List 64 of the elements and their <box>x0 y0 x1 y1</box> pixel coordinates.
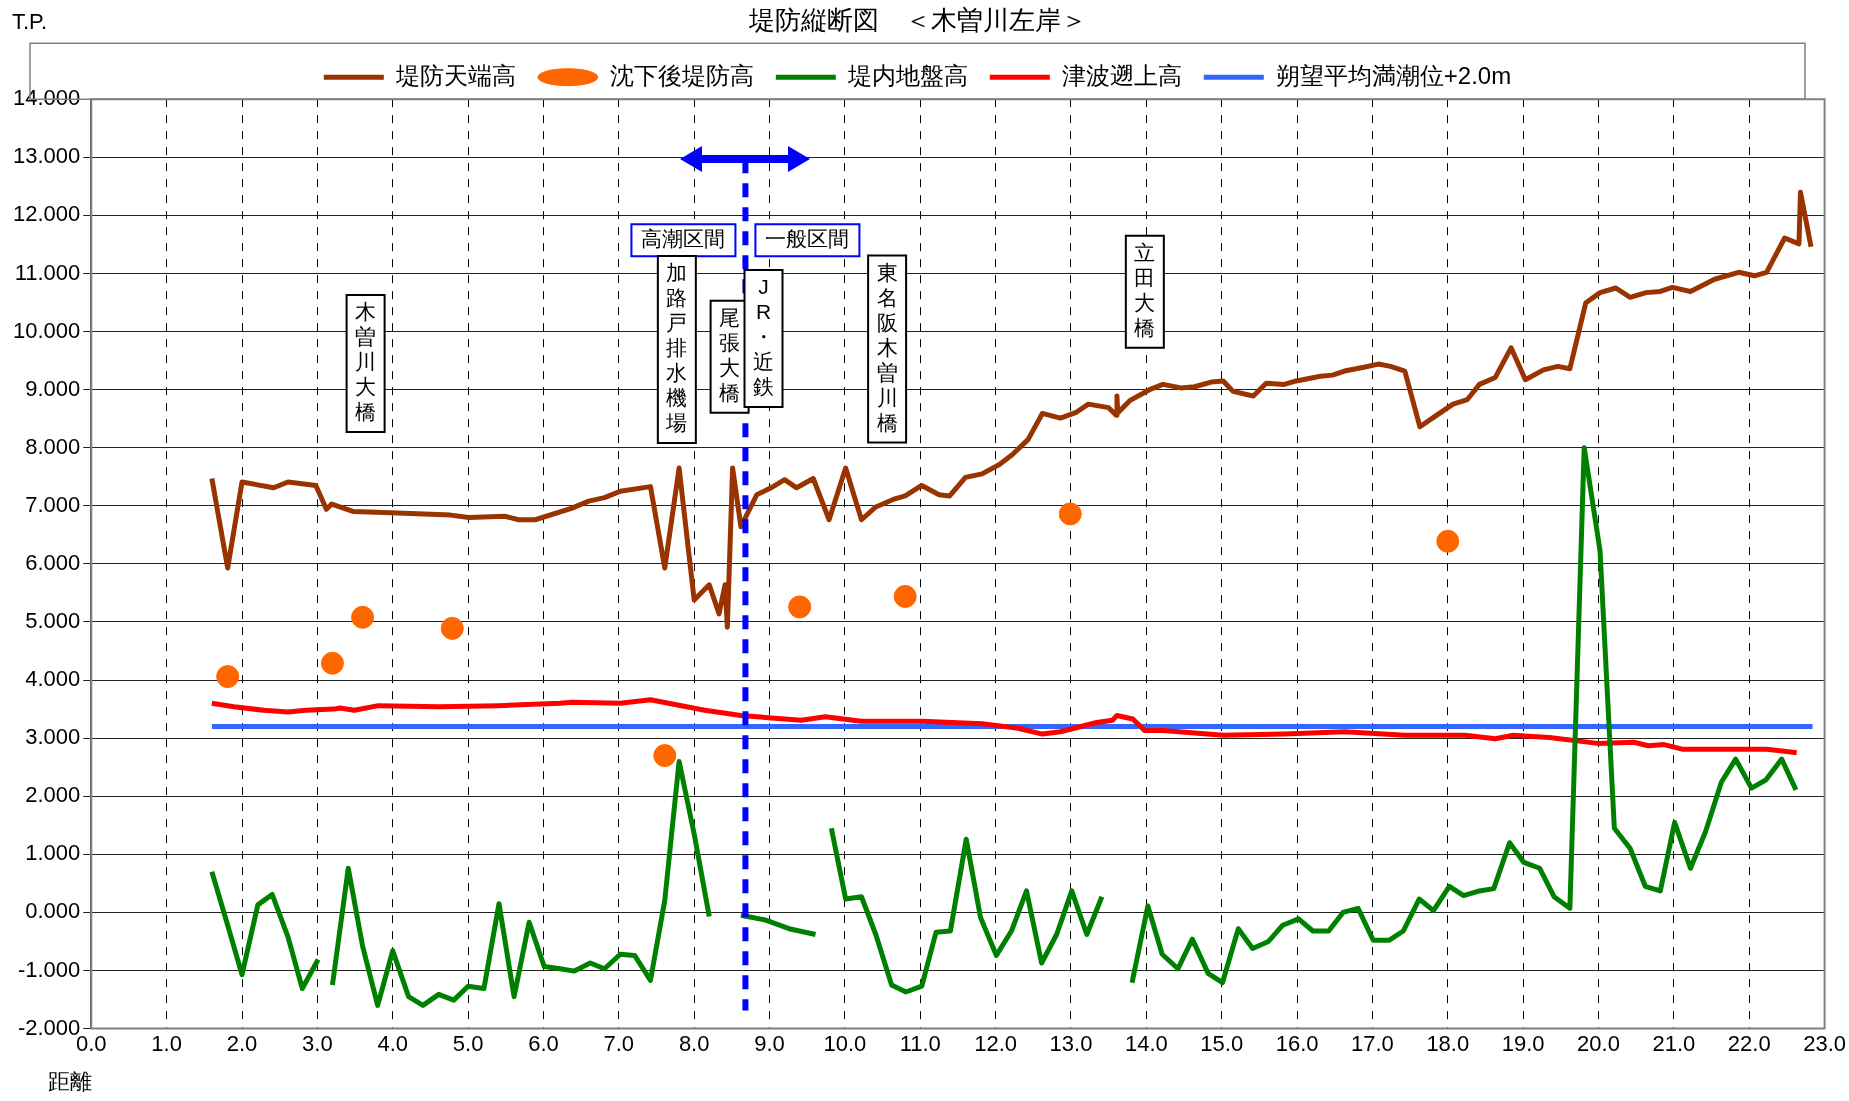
y-axis-title: T.P. <box>12 9 48 35</box>
y-tick-label: 9.000 <box>25 375 81 401</box>
point <box>1058 502 1082 526</box>
y-tick-label: 5.000 <box>25 608 81 634</box>
y-tick-label: 4.000 <box>25 666 81 692</box>
y-tick-label: 0.000 <box>25 898 81 924</box>
x-tick-label: 22.0 <box>1727 1030 1771 1056</box>
x-tick-label: 17.0 <box>1351 1030 1394 1056</box>
x-tick-label: 18.0 <box>1426 1030 1470 1056</box>
y-tick-label: 3.000 <box>25 724 81 750</box>
x-tick-label: 2.0 <box>226 1030 258 1056</box>
x-tick-label: 8.0 <box>678 1030 710 1056</box>
x-tick-label: 13.0 <box>1049 1030 1093 1056</box>
point <box>440 616 464 640</box>
y-tick-label: 14.000 <box>12 85 81 111</box>
y-tick-label: 11.000 <box>14 259 81 285</box>
point <box>893 584 917 608</box>
annotation: 木曽川大橋 <box>355 300 377 424</box>
x-tick-label: 23.0 <box>1803 1030 1846 1056</box>
point <box>788 595 812 619</box>
x-tick-label: 10.0 <box>823 1030 867 1056</box>
legend-label: 沈下後堤防高 <box>609 61 754 89</box>
y-tick-label: 10.000 <box>12 317 81 343</box>
x-tick-label: 7.0 <box>603 1030 635 1056</box>
x-tick-label: 21.0 <box>1652 1030 1696 1056</box>
y-tick-label: -1.000 <box>17 956 81 982</box>
legend-label: 堤内地盤高 <box>846 61 968 89</box>
annotation: JR・近鉄 <box>753 275 775 399</box>
y-tick-label: 1.000 <box>25 840 81 866</box>
chart-title: 堤防縦断図 ＜木曽川左岸＞ <box>747 4 1087 35</box>
point <box>351 605 375 629</box>
x-tick-label: 6.0 <box>528 1030 559 1056</box>
annotation: 尾張大橋 <box>719 306 741 405</box>
y-tick-label: 6.000 <box>25 549 81 575</box>
annotation: 高潮区間 <box>641 227 726 250</box>
annotation: 立田大橋 <box>1134 241 1156 339</box>
x-tick-label: 3.0 <box>302 1030 333 1056</box>
legend-label: 津波遡上高 <box>1061 61 1182 89</box>
y-tick-label: 12.000 <box>12 201 81 227</box>
y-tick-label: 2.000 <box>25 782 81 808</box>
x-tick-label: 12.0 <box>974 1030 1018 1056</box>
x-tick-label: 4.0 <box>377 1030 409 1056</box>
x-tick-label: 14.0 <box>1124 1030 1168 1056</box>
annotation: 東名阪木曽川橋 <box>876 260 898 434</box>
annotation: 加路戸排水機場 <box>665 261 688 435</box>
point <box>1436 529 1460 553</box>
legend-label: 朔望平均満潮位+2.0m <box>1275 61 1512 89</box>
x-tick-label: 1.0 <box>151 1030 182 1056</box>
x-tick-label: 19.0 <box>1501 1030 1545 1056</box>
x-tick-label: 9.0 <box>754 1030 785 1056</box>
point <box>320 651 344 675</box>
x-tick-label: 11.0 <box>899 1030 941 1056</box>
y-tick-label: 8.000 <box>25 433 81 459</box>
x-tick-label: 16.0 <box>1275 1030 1319 1056</box>
y-tick-label: 13.000 <box>12 143 81 169</box>
x-tick-label: 15.0 <box>1200 1030 1244 1056</box>
legend-label: 堤防天端高 <box>394 61 516 89</box>
annotation: 一般区間 <box>765 227 850 250</box>
x-tick-label: 20.0 <box>1577 1030 1620 1056</box>
y-tick-label: 7.000 <box>25 491 81 517</box>
x-axis-title: 距離 <box>48 1068 92 1094</box>
x-tick-label: 5.0 <box>452 1030 484 1056</box>
point <box>216 665 240 689</box>
point <box>653 744 677 768</box>
